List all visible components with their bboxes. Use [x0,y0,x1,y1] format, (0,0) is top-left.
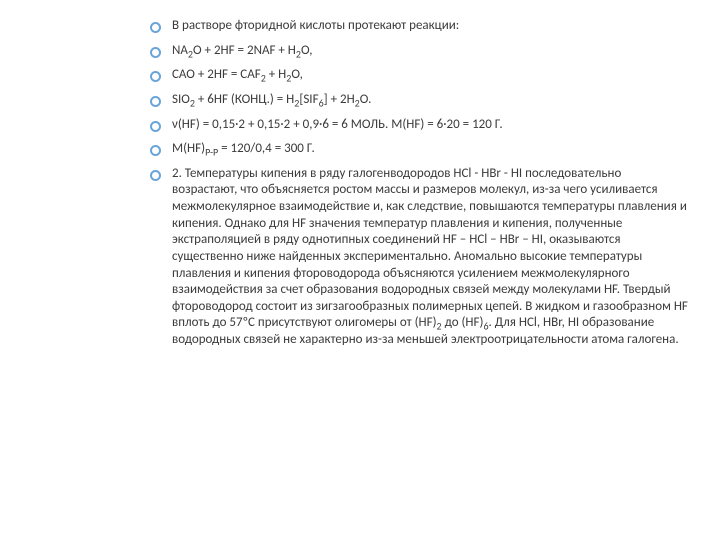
item-text: NA2O + 2HF = 2NAF + H2O, [172,43,313,58]
list-item: В растворе фторидной кислоты протекают р… [150,18,688,35]
list-item: CAO + 2HF = CAF2 + H2O, [150,67,688,84]
list-item: ν(HF) = 0,15·2 + 0,15·2 + 0,9·6 = 6 МОЛЬ… [150,117,688,134]
item-text: 2. Температуры кипения в ряду галогенвод… [172,166,688,347]
item-text: SIO2 + 6HF (КОНЦ.) = H2[SIF6] + 2H2O. [172,92,371,107]
item-text: M(HF)P-P = 120/0,4 = 300 Г. [172,141,315,156]
item-text: ν(HF) = 0,15·2 + 0,15·2 + 0,9·6 = 6 МОЛЬ… [172,117,503,132]
list-item: 2. Температуры кипения в ряду галогенвод… [150,166,688,349]
item-text: CAO + 2HF = CAF2 + H2O, [172,67,303,82]
list-item: M(HF)P-P = 120/0,4 = 300 Г. [150,141,688,158]
item-text: В растворе фторидной кислоты протекают р… [172,18,459,33]
slide-content: В растворе фторидной кислоты протекают р… [0,0,720,540]
list-item: NA2O + 2HF = 2NAF + H2O, [150,43,688,60]
bullet-list: В растворе фторидной кислоты протекают р… [150,18,688,349]
list-item: SIO2 + 6HF (КОНЦ.) = H2[SIF6] + 2H2O. [150,92,688,109]
